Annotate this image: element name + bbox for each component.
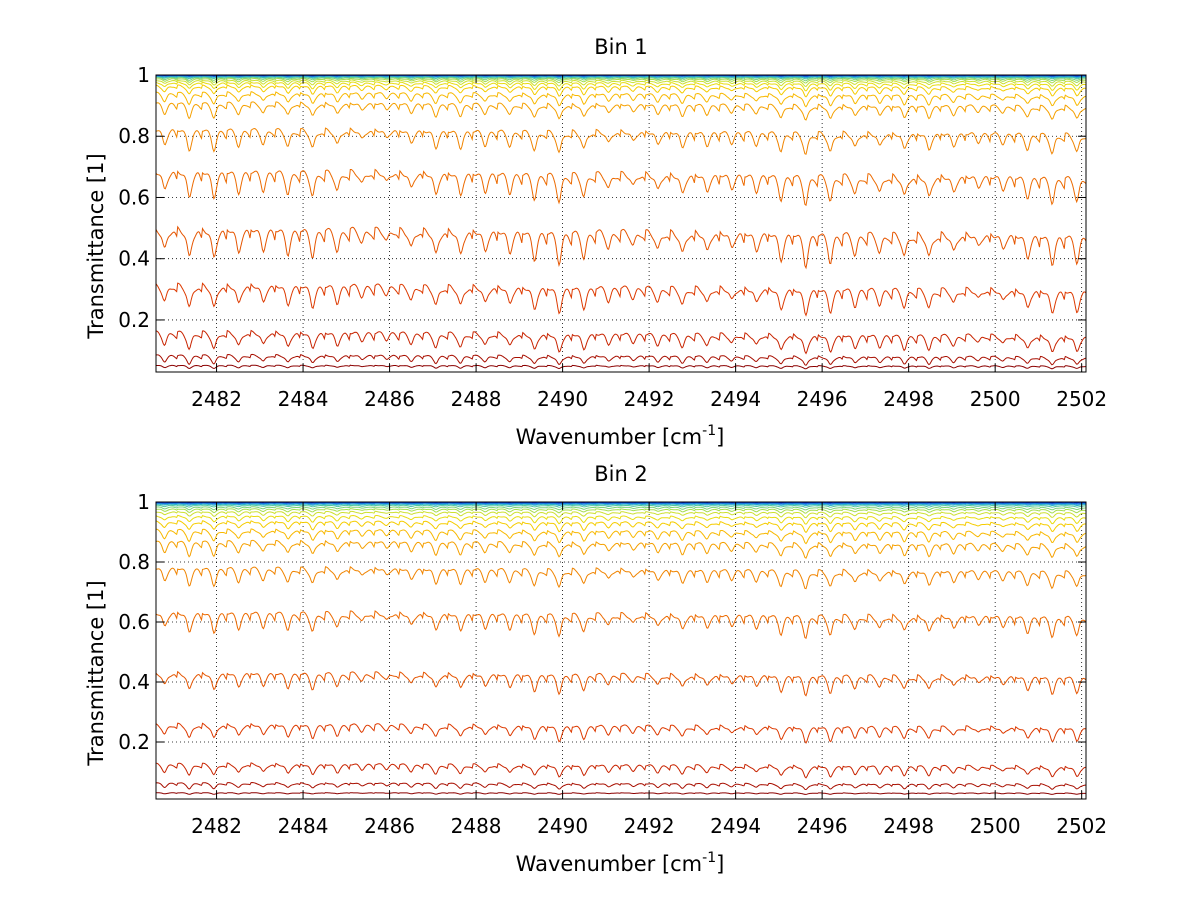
- series-line: [155, 101, 1087, 121]
- series-line: [156, 364, 1086, 370]
- x-tick-label: 2502: [1056, 814, 1107, 838]
- series-line: [155, 84, 1087, 98]
- panel-2-xlabel: Wavenumber [cm-1]: [516, 850, 725, 876]
- panel-2-ylabel: Transmittance [1]: [84, 580, 108, 766]
- x-tick-label: 2484: [278, 814, 329, 838]
- series-line: [155, 502, 1087, 506]
- y-tick-label: 0.4: [118, 247, 150, 271]
- series-line: [156, 506, 1087, 511]
- series-line: [156, 77, 1087, 84]
- series-line: [155, 722, 1087, 744]
- panel-bin-1: Bin 1 2482 2484 2486 2488 2490 2492 2494 2496 24…: [84, 35, 1107, 449]
- y-tick-label: 1: [137, 490, 150, 514]
- panel-1-xlabel-main: Wavenumber [cm: [516, 425, 702, 449]
- series-line: [155, 565, 1087, 590]
- panel-2-xlabel-main: Wavenumber [cm: [516, 852, 702, 876]
- x-tick-label: 2490: [537, 387, 588, 411]
- y-tick-label: 0.2: [118, 308, 150, 332]
- panel-1-ylabel: Transmittance [1]: [84, 153, 108, 339]
- x-tick-label: 2494: [710, 814, 761, 838]
- series-line: [155, 168, 1087, 207]
- x-tick-label: 2500: [970, 814, 1021, 838]
- x-tick-label: 2492: [624, 814, 675, 838]
- series-line: [155, 353, 1087, 366]
- series-line: [155, 81, 1087, 92]
- panel-1-xlabel-sup: -1: [702, 423, 716, 439]
- x-tick-label: 2492: [624, 387, 675, 411]
- panel-2-title: Bin 2: [594, 462, 648, 486]
- series-line: [155, 329, 1086, 355]
- series-line: [155, 127, 1087, 155]
- panel-1-title: Bin 1: [594, 35, 648, 59]
- series-line: [155, 79, 1087, 87]
- series-line: [155, 510, 1087, 519]
- series-line: [156, 528, 1087, 545]
- panel-1-xlabel-close: ]: [716, 425, 724, 449]
- x-tick-label: 2486: [364, 387, 415, 411]
- x-tick-label: 2490: [537, 814, 588, 838]
- series-line: [155, 75, 1086, 79]
- x-tick-label: 2498: [883, 387, 934, 411]
- x-tick-label: 2498: [883, 814, 934, 838]
- panel-2-xlabel-sup: -1: [702, 850, 716, 866]
- x-tick-label: 2486: [364, 814, 415, 838]
- panel-1-xlabel: Wavenumber [cm-1]: [516, 423, 725, 449]
- panel-2-xlabel-close: ]: [716, 852, 724, 876]
- panel-1-axes-box: [155, 74, 1087, 373]
- series-line: [155, 225, 1087, 270]
- series-line: [155, 539, 1087, 559]
- x-tick-label: 2488: [451, 387, 502, 411]
- y-tick-label: 0.4: [118, 670, 150, 694]
- series-line: [156, 792, 1086, 795]
- x-tick-label: 2502: [1056, 387, 1107, 411]
- y-tick-label: 0.2: [118, 730, 150, 754]
- x-tick-label: 2496: [797, 814, 848, 838]
- y-tick-label: 0.6: [118, 185, 150, 209]
- series-line: [155, 670, 1087, 697]
- y-tick-label: 0.8: [118, 550, 150, 574]
- x-tick-label: 2484: [278, 387, 329, 411]
- series-line: [155, 282, 1087, 317]
- panel-bin-2: Bin 2 2482 2484 2486 2488 2490 2492 2494 2496 24…: [84, 462, 1107, 876]
- x-tick-label: 2496: [797, 387, 848, 411]
- x-tick-label: 2494: [710, 387, 761, 411]
- series-line: [155, 762, 1086, 779]
- series-line: [155, 76, 1086, 80]
- series-line: [155, 503, 1086, 507]
- x-tick-label: 2482: [191, 387, 242, 411]
- panel-2-ticks: 2482 2484 2486 2488 2490 2492 2494 2496 2498 2500…: [118, 490, 1107, 838]
- y-tick-label: 1: [137, 63, 150, 87]
- series-line: [155, 502, 1087, 505]
- series-line: [155, 91, 1087, 108]
- series-line: [155, 76, 1087, 82]
- series-line: [156, 504, 1087, 508]
- series-line: [155, 610, 1087, 639]
- x-tick-label: 2488: [451, 814, 502, 838]
- panel-1-ticks: 2482 2484 2486 2488 2490 2492 2494 2496 2498 2500…: [118, 63, 1107, 411]
- series-line: [156, 508, 1087, 514]
- x-tick-label: 2482: [191, 814, 242, 838]
- panel-2-axes-box: [155, 501, 1087, 800]
- y-tick-label: 0.8: [118, 124, 150, 148]
- y-tick-label: 0.6: [118, 610, 150, 634]
- series-line: [155, 514, 1087, 525]
- series-line: [155, 520, 1087, 534]
- x-tick-label: 2500: [970, 387, 1021, 411]
- series-line: [155, 781, 1087, 791]
- panel-2-series: [155, 501, 1087, 795]
